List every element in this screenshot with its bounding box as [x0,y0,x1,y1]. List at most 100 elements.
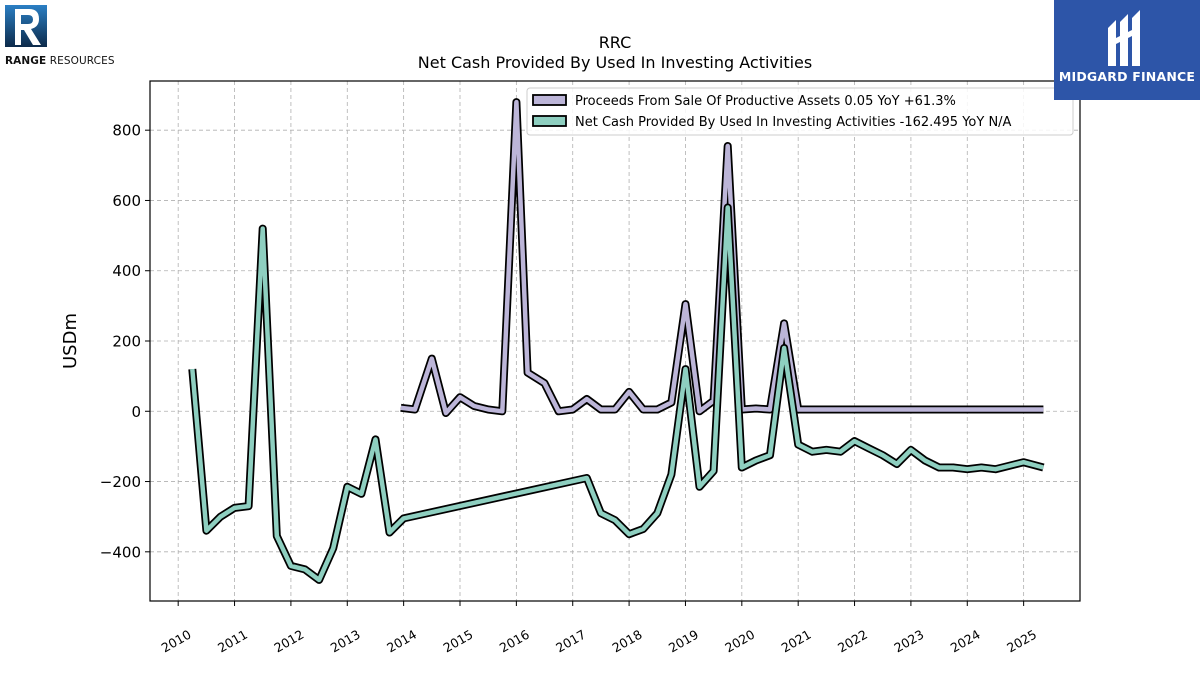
data-point [542,381,547,386]
data-point [627,389,632,394]
data-point [683,302,688,307]
legend: Proceeds From Sale Of Productive Assets … [526,87,1074,136]
data-point [627,532,632,537]
data-point [923,458,928,463]
y-tick-label: 200 [112,333,141,351]
data-point [908,407,913,412]
data-point [613,407,618,412]
midgard-finance-logo-icon [1108,10,1140,66]
data-point [359,491,364,496]
y-tick-label: 0 [131,403,141,421]
x-tick-label: 2017 [553,627,588,656]
data-point [725,205,730,210]
data-point [598,407,603,412]
data-point [429,356,434,361]
chart-title: RRC [599,33,632,52]
data-point [852,407,857,412]
data-point [866,446,871,451]
data-point [246,504,251,509]
x-tick-label: 2012 [271,627,306,656]
data-point [937,465,942,470]
data-point [514,100,519,105]
data-point [584,397,589,402]
series-line [400,99,1044,416]
data-point [1041,407,1046,412]
data-point [894,462,899,467]
x-tick-label: 2011 [215,627,250,656]
data-point [472,404,477,409]
y-axis: −400 −200 0 200 400 600 800 [100,122,150,561]
data-point [880,407,885,412]
x-tick-label: 2023 [891,627,926,656]
data-point [796,442,801,447]
data-point [782,321,787,326]
x-tick-label: 2018 [610,627,645,656]
data-point [697,409,702,414]
x-tick-label: 2013 [328,627,363,656]
data-point [993,467,998,472]
data-point [824,447,829,452]
data-point [641,407,646,412]
data-point [500,409,505,414]
y-tick-label: −200 [100,473,141,491]
data-point [739,465,744,470]
x-tick-label: 2021 [779,627,814,656]
data-point [824,407,829,412]
data-point [965,467,970,472]
y-tick-label: −400 [100,543,141,561]
data-point [993,407,998,412]
data-point [613,518,618,523]
data-point [1021,407,1026,412]
x-tick-label: 2016 [497,627,532,656]
data-point [486,407,491,412]
data-point [570,407,575,412]
midgard-finance-logo: MIDGARD FINANCE [1054,0,1200,100]
x-tick-label: 2024 [948,627,983,656]
data-point [979,465,984,470]
data-point [852,439,857,444]
data-point [443,411,448,416]
data-point [768,453,773,458]
data-point [1021,460,1026,465]
x-tick-label: 2015 [440,627,475,656]
y-tick-label: 600 [112,192,141,210]
data-point [458,395,463,400]
x-tick-label: 2022 [835,627,870,656]
data-point [965,407,970,412]
data-point [331,546,336,551]
x-tick-label: 2014 [384,627,419,656]
legend-label: Net Cash Provided By Used In Investing A… [575,115,1012,130]
series-group [188,98,1046,584]
x-tick-label: 2010 [159,627,194,656]
data-point [753,406,758,411]
data-point [641,527,646,532]
data-point [1041,465,1046,470]
data-point [345,484,350,489]
data-point [838,449,843,454]
data-point [260,226,265,231]
data-point [810,449,815,454]
legend-label: Proceeds From Sale Of Productive Assets … [575,94,956,109]
range-resources-logo-text: RANGE RESOURCES [5,55,115,67]
data-point [398,405,403,410]
data-point [598,511,603,516]
data-point [697,484,702,489]
range-resources-logo: RANGE RESOURCES [5,5,125,67]
x-tick-label: 2020 [722,627,757,656]
x-tick-label: 2019 [666,627,701,656]
series-line [190,205,1044,583]
y-tick-label: 400 [112,262,141,280]
legend-swatch [532,94,567,106]
data-point [401,516,406,521]
y-axis-label: USDm [60,313,81,369]
midgard-finance-logo-text: MIDGARD FINANCE [1058,69,1196,84]
legend-box [526,87,1074,136]
legend-swatch [532,115,567,127]
x-axis: 2010 2011 2012 2013 2014 2015 2016 2017 2018 2019… [159,601,1039,656]
data-point [711,469,716,474]
y-tick-label: 800 [112,122,141,140]
data-point [725,144,730,149]
range-resources-logo-icon [5,5,47,47]
data-point [880,453,885,458]
